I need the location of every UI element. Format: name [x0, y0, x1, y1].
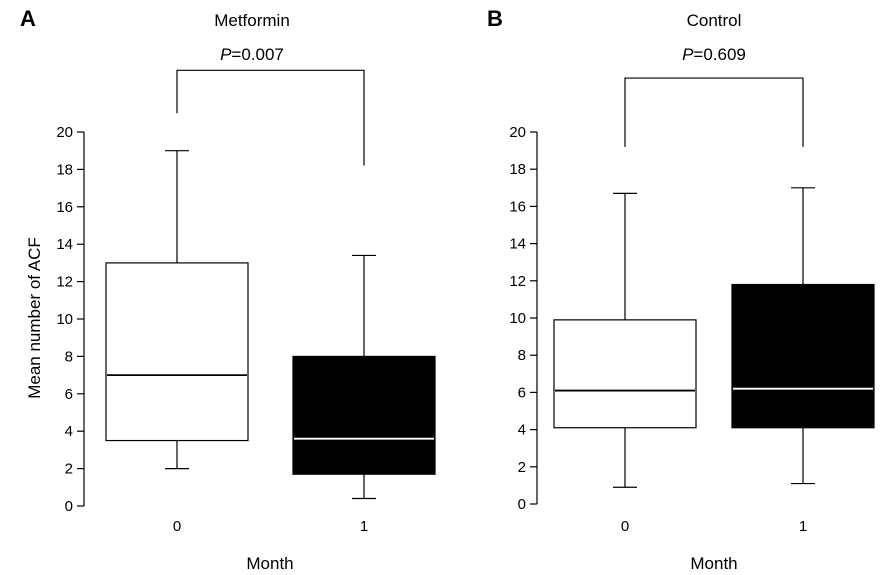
y-tick-label: 6 [65, 386, 73, 403]
y-tick-label: 20 [56, 124, 73, 141]
p-value-label: P=0.007 [220, 45, 284, 64]
p-value: =0.609 [693, 45, 745, 64]
panel-letter: B [487, 6, 503, 31]
y-tick-label: 0 [65, 498, 73, 515]
plot-area: 0 2 4 6 8 10 12 14 16 18 20 0 1 [509, 77, 875, 535]
y-tick-label: 4 [518, 422, 526, 439]
y-tick-label: 0 [518, 496, 526, 513]
y-tick-label: 12 [509, 273, 526, 290]
box [292, 355, 436, 475]
x-tick-label: 0 [621, 518, 629, 535]
x-tick-label: 1 [360, 518, 368, 535]
y-tick-label: 6 [518, 384, 526, 401]
chart-title: Metformin [214, 11, 290, 30]
y-tick-label: 18 [509, 161, 526, 178]
y-tick-label: 10 [509, 310, 526, 327]
plot-area: 0 2 4 6 8 10 12 14 16 18 20 0 1 [56, 69, 436, 535]
x-tick-label: 1 [799, 518, 807, 535]
y-tick-label: 14 [509, 236, 526, 253]
significance-bracket [176, 69, 365, 166]
y-tick-label: 4 [65, 423, 73, 440]
y-tick-label: 16 [509, 198, 526, 215]
p-symbol: P [682, 45, 694, 64]
y-tick-label: 2 [518, 459, 526, 476]
y-tick-label: 2 [65, 461, 73, 478]
panel-letter: A [20, 6, 36, 31]
p-symbol: P [220, 45, 232, 64]
x-tick-label: 0 [173, 518, 181, 535]
x-axis-title: Month [246, 554, 293, 573]
y-tick-label: 8 [518, 347, 526, 364]
y-tick-label: 12 [56, 274, 73, 291]
y-axis-title: Mean number of ACF [25, 237, 44, 399]
p-value-label: P=0.609 [682, 45, 746, 64]
box [731, 283, 875, 429]
x-axis-title: Month [690, 554, 737, 573]
y-tick-label: 10 [56, 311, 73, 328]
y-tick-label: 14 [56, 236, 73, 253]
y-tick-label: 16 [56, 199, 73, 216]
chart-title: Control [687, 11, 742, 30]
y-tick-label: 18 [56, 161, 73, 178]
panel-b: B Control P=0.609 Month 0246810121416182… [487, 6, 875, 573]
y-tick-label: 20 [509, 124, 526, 141]
p-value: =0.007 [231, 45, 283, 64]
significance-bracket [624, 77, 804, 147]
box [105, 262, 249, 442]
y-tick-label: 8 [65, 348, 73, 365]
box [553, 319, 697, 429]
panel-a: A Metformin P=0.007 Mean number of ACF M… [20, 6, 436, 573]
